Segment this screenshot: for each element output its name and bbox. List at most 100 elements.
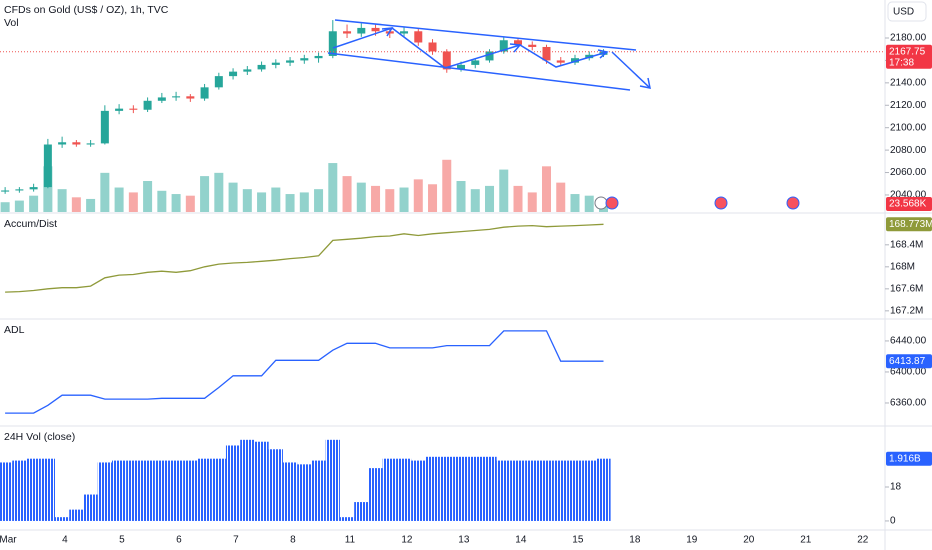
- bar: [26, 458, 41, 521]
- arrow-head: [381, 27, 394, 37]
- last-price-tag-bg: [886, 44, 932, 69]
- bar: [525, 460, 540, 521]
- bar: [442, 159, 452, 212]
- candle-body: [414, 31, 423, 43]
- candle-body: [29, 187, 38, 190]
- x-tick-label: 14: [515, 535, 527, 546]
- bar: [299, 192, 309, 212]
- bar: [314, 189, 324, 212]
- bar: [382, 458, 397, 521]
- event-icon[interactable]: [714, 196, 728, 210]
- y-tick-label: 168M: [890, 261, 915, 272]
- zigzag-arrows: [332, 27, 608, 69]
- candle-body: [400, 31, 409, 34]
- bar: [157, 190, 167, 212]
- x-tick-label: 18: [629, 535, 641, 546]
- bar: [356, 182, 366, 212]
- candle-body: [556, 60, 565, 63]
- bar: [325, 439, 340, 521]
- marks: Mar 4 5 6 7 8 11 12 13 14 15 18 19 20 21 22 2040.00 2060.…: [0, 20, 932, 546]
- bar: [371, 185, 381, 212]
- bar: [111, 460, 127, 521]
- x-tick-label: 7: [233, 535, 239, 546]
- bar: [168, 460, 184, 521]
- bar: [128, 192, 138, 212]
- bar: [211, 458, 226, 521]
- bar: [271, 187, 281, 212]
- bar: [482, 456, 497, 521]
- candle-body: [343, 31, 352, 34]
- candle-body: [257, 64, 266, 70]
- bar: [368, 468, 383, 521]
- line-series: [5, 330, 604, 414]
- bar: [242, 189, 252, 212]
- bar: [425, 456, 440, 521]
- bar: [114, 187, 124, 212]
- candle-body: [129, 108, 138, 110]
- bar: [97, 462, 112, 521]
- bar: [328, 163, 338, 212]
- pane-title: Vol: [4, 17, 19, 29]
- x-tick-label: 13: [458, 535, 470, 546]
- bar: [297, 464, 312, 521]
- bar: [339, 517, 355, 521]
- candle-body: [314, 55, 323, 59]
- event-icon[interactable]: [594, 196, 608, 210]
- currency-button[interactable]: [887, 1, 927, 22]
- y-tick-label: 2040.00: [890, 190, 927, 201]
- bar: [40, 458, 55, 521]
- candle-body: [542, 46, 551, 61]
- candle-body: [58, 142, 67, 145]
- candle-body: [229, 71, 238, 77]
- pane-title: 24H Vol (close): [4, 431, 75, 443]
- trend-line: [327, 52, 631, 91]
- last-value-tag: 1.916B: [889, 453, 921, 464]
- y-tick-label: 0: [890, 516, 896, 527]
- bar: [200, 176, 210, 212]
- bar: [542, 166, 552, 212]
- bar: [510, 460, 526, 521]
- bar: [556, 182, 566, 212]
- bar: [225, 445, 241, 521]
- bar: [411, 460, 426, 521]
- bar: [570, 194, 580, 212]
- y-tick-label: 2120.00: [890, 100, 927, 111]
- currency-label: USD: [893, 7, 914, 18]
- bar: [399, 187, 409, 212]
- candle-body: [157, 97, 166, 101]
- x-tick-label: 21: [800, 535, 812, 546]
- last-value-tag: 168.773M: [889, 219, 932, 230]
- x-tick-label: 20: [743, 535, 755, 546]
- countdown: 17:38: [889, 57, 914, 68]
- candle-body: [570, 58, 579, 63]
- last-value-tag: 6413.87: [889, 356, 926, 367]
- candle-body: [72, 142, 81, 145]
- bar: [29, 195, 39, 212]
- y-tick-label: 2180.00: [890, 33, 927, 44]
- bar: [396, 458, 412, 521]
- arrow-head: [639, 77, 651, 89]
- bar: [197, 458, 212, 521]
- bar: [413, 179, 423, 212]
- y-tick-label: 167.2M: [890, 305, 923, 316]
- candle-body: [485, 51, 494, 61]
- candle-body: [457, 64, 466, 70]
- candle-body: [471, 60, 480, 65]
- bar: [12, 460, 27, 521]
- candle-body: [328, 31, 337, 56]
- x-tick-label: 19: [686, 535, 698, 546]
- bar: [428, 184, 438, 212]
- event-icon[interactable]: [786, 196, 800, 210]
- bar: [57, 189, 67, 212]
- event-icon[interactable]: [605, 196, 619, 210]
- y-tick-label: 2060.00: [890, 167, 927, 178]
- bar: [527, 192, 537, 212]
- candle-body: [143, 100, 152, 110]
- arrow-line: [611, 51, 651, 89]
- candle-body: [186, 96, 195, 99]
- last-value-tag-bg: [886, 197, 932, 211]
- bar: [596, 458, 611, 521]
- candle-body: [357, 27, 366, 34]
- candle-body: [428, 42, 437, 52]
